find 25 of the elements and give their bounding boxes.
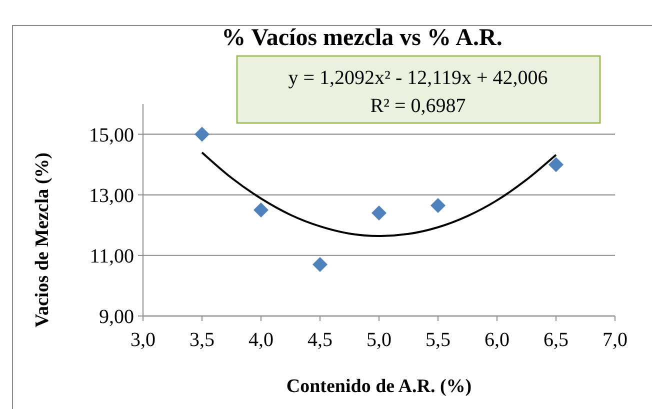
x-tick-label: 7,0 <box>602 329 628 351</box>
point <box>372 206 386 221</box>
y-tick-label: 13,00 <box>89 184 134 207</box>
text: y = 1,2092x² - 12,119x + 42,006 <box>288 67 548 89</box>
point <box>254 202 268 218</box>
point <box>194 126 210 142</box>
x-tick-label: 3,0 <box>130 329 156 351</box>
x-tick-label: 4,0 <box>248 329 274 351</box>
y-tick-label: 11,00 <box>90 245 134 268</box>
x-tick-label: 6,5 <box>544 329 568 351</box>
y-tick-label: 9,00 <box>99 306 134 328</box>
chart-title: % Vacíos mezcla vs % A.R. <box>222 25 502 51</box>
y-tick-label: 15,00 <box>89 124 134 146</box>
x-tick-label: 4,5 <box>308 329 332 351</box>
line-series <box>201 151 557 238</box>
y-axis-title: Vacios de Mezcla (%) <box>32 152 53 328</box>
x-axis-title: Contenido de A.R. (%) <box>286 376 472 397</box>
point <box>312 257 328 272</box>
x-tick-label: 5,5 <box>426 329 450 351</box>
point <box>430 198 446 213</box>
point <box>548 157 564 172</box>
x-tick-label: 3,5 <box>190 329 214 351</box>
x-tick-label: 6,0 <box>484 329 510 351</box>
x-tick-label: 5,0 <box>366 329 392 351</box>
annotation: R² = 0,6987 <box>370 95 466 117</box>
